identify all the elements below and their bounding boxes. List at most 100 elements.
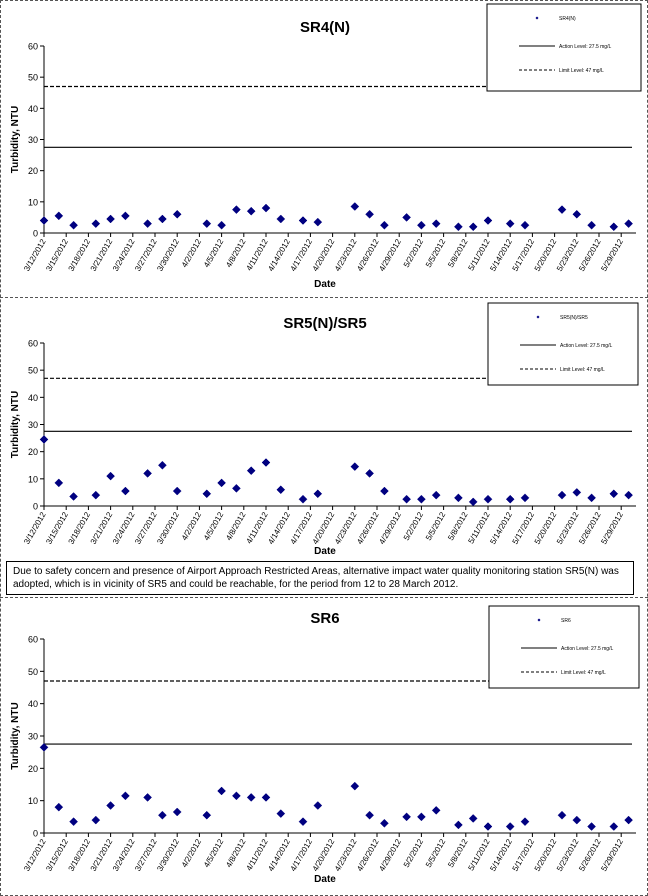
data-point [483,822,493,831]
legend-marker [536,315,540,319]
x-tick-label: 4/2/2012 [180,510,204,542]
data-point [298,494,308,504]
data-point [202,810,212,820]
data-point [609,489,619,499]
x-tick-label: 5/5/2012 [424,237,448,269]
data-point [365,469,374,478]
data-point [202,489,212,499]
data-point [106,801,115,810]
data-point [54,478,64,488]
legend-label: SR6 [561,618,571,624]
y-tick-label: 50 [28,366,38,376]
data-point [505,219,515,229]
data-point [520,220,530,230]
y-tick-label: 40 [28,699,38,709]
x-tick-label: 5/8/2012 [446,837,470,869]
data-point [54,802,64,812]
data-point [557,490,567,500]
x-tick-label: 4/2/2012 [180,237,204,269]
data-point [609,822,619,831]
legend-box [488,605,640,689]
data-point [417,812,426,822]
station-note: Due to safety concern and presence of Ai… [6,561,634,595]
data-point [572,488,582,497]
data-point [298,216,308,225]
y-tick-label: 0 [33,229,38,239]
data-point [158,214,167,224]
data-point [261,203,271,213]
data-point [91,490,101,500]
data-point [172,807,182,817]
y-tick-label: 30 [28,135,38,145]
panel-divider [0,597,648,598]
legend-box [487,302,639,386]
data-point [106,471,115,481]
data-point [624,219,633,229]
y-tick-label: 60 [28,339,38,349]
data-point [380,818,389,828]
y-tick-label: 10 [28,796,38,806]
x-tick-label: 4/5/2012 [202,510,226,542]
data-point [313,801,323,810]
legend-label: Action Level: 27.5 mg/L [561,646,613,652]
chart-panel-sr4n: SR4(N) 0 10 20 30 40 50 60 3/12/2012 3/15/2012 3/1… [0,0,648,297]
panel-divider [0,297,648,298]
legend-box [486,3,642,92]
data-point [520,493,530,503]
x-tick-label: 4/8/2012 [224,837,248,869]
data-point [505,822,515,831]
data-point [380,220,389,230]
data-point [454,493,463,503]
data-point [246,793,256,802]
y-axis-label: Turbidity, NTU [10,391,21,458]
data-point [468,222,478,232]
data-point [276,485,286,495]
data-point [365,209,374,219]
data-point [143,469,152,478]
x-tick-label: 5/29/2012 [599,237,625,273]
legend-label: SR4(N) [559,16,576,22]
data-point [69,492,78,501]
x-tick-label: 4/29/2012 [377,837,403,873]
data-point [261,458,271,467]
y-tick-label: 20 [28,447,38,457]
data-point [417,494,426,504]
data-point [587,493,596,503]
data-point [217,220,226,230]
legend-marker [535,16,539,20]
data-point [313,489,323,499]
data-point [350,462,360,471]
x-tick-label: 4/5/2012 [202,237,226,269]
y-tick-label: 20 [28,166,38,176]
legend-label: Limit Level: 47 mg/L [560,367,605,373]
data-point [505,494,515,504]
chart-title: SR4(N) [300,19,350,36]
data-point [417,220,426,230]
data-point [624,490,633,500]
data-point [402,213,411,222]
data-point [454,820,463,830]
data-point [276,809,286,818]
data-point [313,217,323,227]
data-point [298,817,308,827]
chart-title: SR6 [310,610,339,627]
y-tick-label: 10 [28,474,38,484]
y-tick-label: 50 [28,667,38,677]
y-tick-label: 30 [28,732,38,742]
x-tick-label: 5/2/2012 [402,237,426,269]
data-point [350,202,360,211]
y-tick-label: 40 [28,104,38,114]
data-point [454,222,463,232]
legend-label: Action Level: 27.5 mg/L [560,343,612,349]
x-tick-label: 4/2/2012 [180,837,204,869]
data-point [483,494,493,504]
x-tick-label: 5/5/2012 [424,837,448,869]
x-tick-label: 4/5/2012 [202,837,226,869]
y-tick-label: 60 [28,42,38,52]
legend-label: Action Level: 27.5 mg/L [559,44,611,50]
data-point [39,435,49,444]
data-point [202,219,212,229]
data-point [158,810,167,820]
data-point [380,486,389,496]
y-tick-label: 0 [33,829,38,839]
